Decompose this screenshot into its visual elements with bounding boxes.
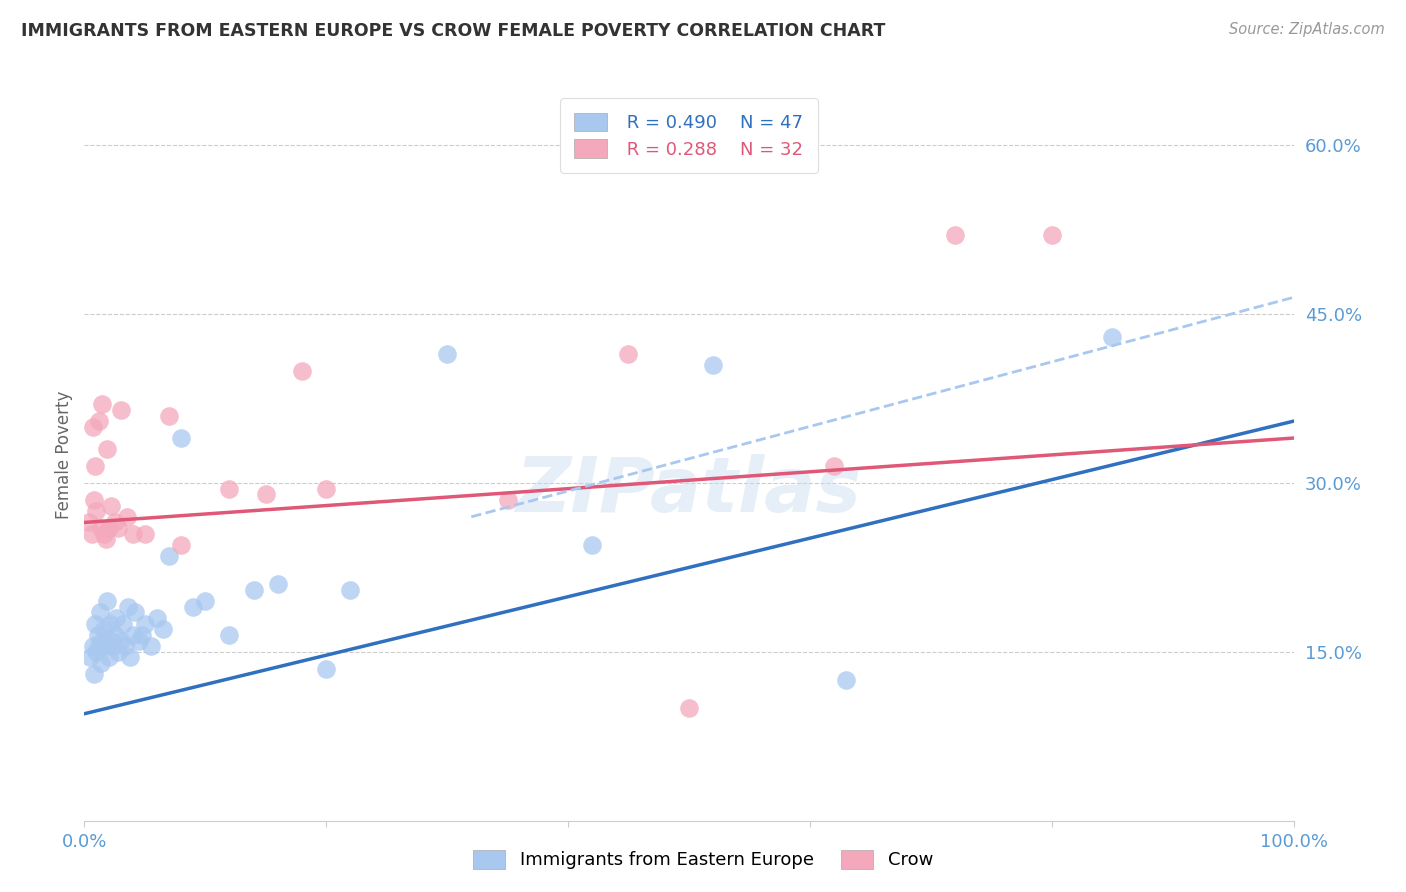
- Legend: Immigrants from Eastern Europe, Crow: Immigrants from Eastern Europe, Crow: [464, 841, 942, 879]
- Point: [91, 397, 114, 411]
- Point: [823, 459, 845, 474]
- Point: [97, 650, 120, 665]
- Point: [121, 526, 143, 541]
- Point: [96, 594, 118, 608]
- Point: [128, 633, 150, 648]
- Point: [291, 363, 314, 377]
- Point: [581, 538, 603, 552]
- Point: [82, 639, 104, 653]
- Point: [267, 577, 290, 591]
- Text: ZIPatlas: ZIPatlas: [516, 455, 862, 528]
- Point: [89, 606, 111, 620]
- Point: [617, 346, 640, 360]
- Point: [110, 633, 132, 648]
- Point: [79, 650, 101, 665]
- Point: [83, 492, 105, 507]
- Point: [120, 650, 142, 665]
- Point: [114, 639, 136, 653]
- Point: [84, 616, 107, 631]
- Point: [194, 594, 217, 608]
- Point: [104, 628, 127, 642]
- Point: [93, 623, 115, 637]
- Point: [678, 701, 700, 715]
- Point: [87, 639, 110, 653]
- Point: [146, 611, 169, 625]
- Point: [115, 509, 138, 524]
- Point: [112, 616, 135, 631]
- Point: [134, 616, 156, 631]
- Point: [1040, 228, 1063, 243]
- Point: [97, 521, 120, 535]
- Point: [131, 628, 153, 642]
- Point: [77, 516, 100, 530]
- Point: [254, 487, 277, 501]
- Point: [181, 599, 204, 614]
- Point: [315, 482, 337, 496]
- Point: [134, 526, 156, 541]
- Point: [84, 459, 107, 474]
- Point: [86, 504, 108, 518]
- Point: [87, 414, 110, 428]
- Point: [90, 521, 112, 535]
- Y-axis label: Female Poverty: Female Poverty: [55, 391, 73, 519]
- Point: [339, 582, 361, 597]
- Point: [91, 633, 114, 648]
- Point: [90, 656, 112, 670]
- Point: [104, 516, 127, 530]
- Point: [100, 633, 122, 648]
- Point: [96, 442, 118, 457]
- Point: [83, 667, 105, 681]
- Text: IMMIGRANTS FROM EASTERN EUROPE VS CROW FEMALE POVERTY CORRELATION CHART: IMMIGRANTS FROM EASTERN EUROPE VS CROW F…: [21, 22, 886, 40]
- Point: [496, 492, 519, 507]
- Point: [170, 431, 193, 445]
- Point: [86, 628, 108, 642]
- Point: [107, 645, 129, 659]
- Point: [218, 482, 240, 496]
- Point: [94, 533, 117, 547]
- Point: [152, 623, 174, 637]
- Point: [218, 628, 240, 642]
- Text: Source: ZipAtlas.com: Source: ZipAtlas.com: [1229, 22, 1385, 37]
- Point: [157, 409, 180, 423]
- Point: [121, 628, 143, 642]
- Point: [157, 549, 180, 564]
- Point: [124, 606, 146, 620]
- Point: [117, 599, 139, 614]
- Point: [103, 639, 125, 653]
- Point: [93, 526, 115, 541]
- Point: [82, 419, 104, 434]
- Point: [170, 538, 193, 552]
- Point: [100, 499, 122, 513]
- Point: [110, 403, 132, 417]
- Point: [94, 639, 117, 653]
- Point: [702, 358, 724, 372]
- Point: [139, 639, 162, 653]
- Point: [98, 616, 121, 631]
- Point: [242, 582, 264, 597]
- Point: [1101, 330, 1123, 344]
- Point: [436, 346, 458, 360]
- Point: [80, 526, 103, 541]
- Point: [315, 662, 337, 676]
- Point: [86, 645, 108, 659]
- Point: [107, 521, 129, 535]
- Point: [943, 228, 966, 243]
- Legend:  R = 0.490    N = 47,  R = 0.288    N = 32: R = 0.490 N = 47, R = 0.288 N = 32: [560, 98, 818, 173]
- Point: [104, 611, 127, 625]
- Point: [835, 673, 858, 687]
